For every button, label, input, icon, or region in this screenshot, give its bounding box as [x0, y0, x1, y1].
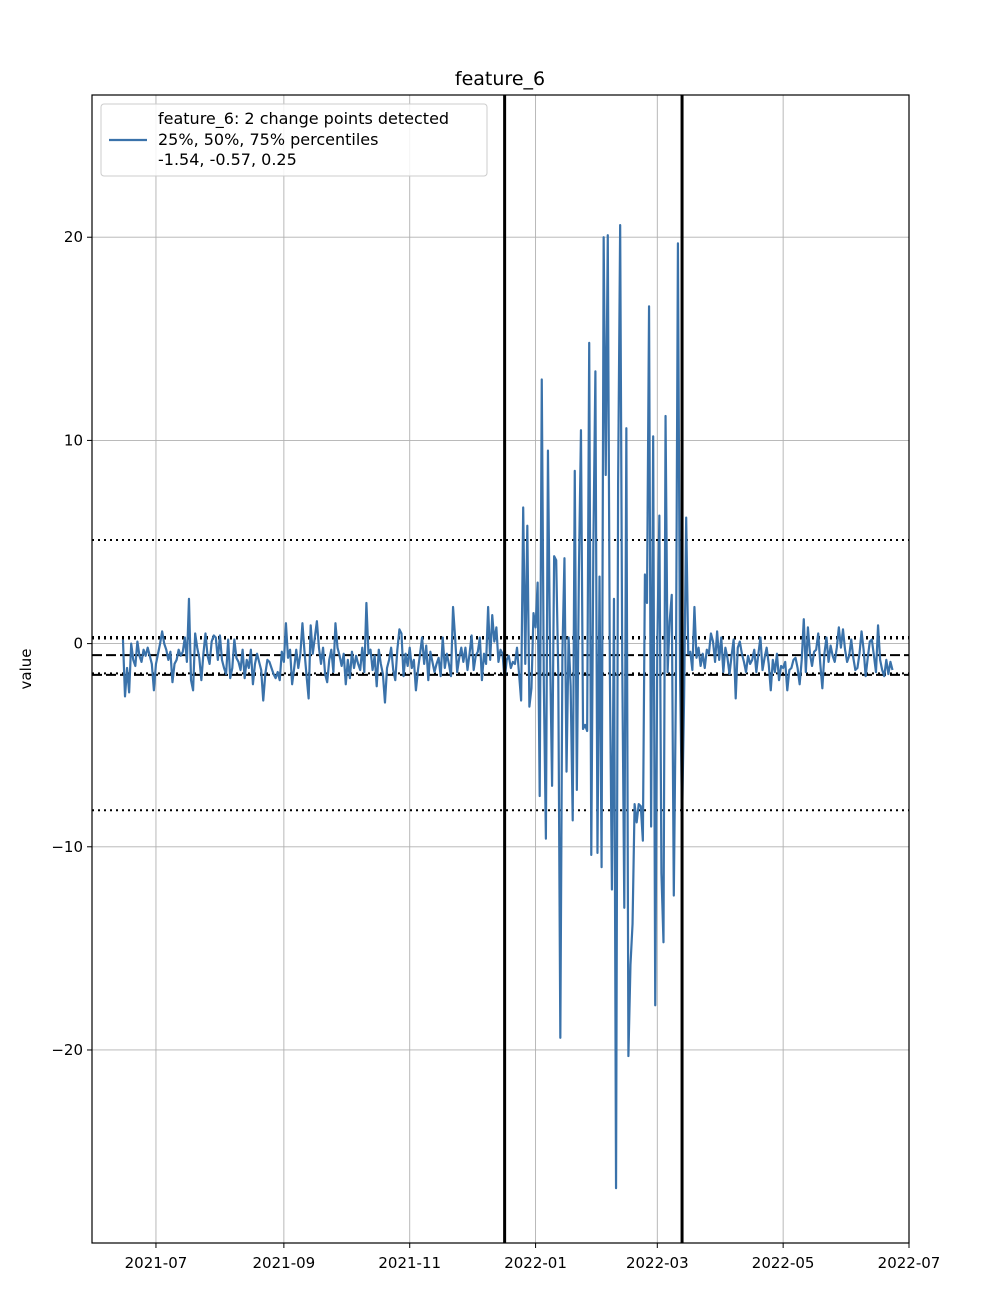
- change-point-lines: [503, 95, 684, 1243]
- x-tick-label: 2021-07: [125, 1254, 188, 1272]
- series-group: [121, 223, 894, 1190]
- legend-box: [100, 103, 488, 177]
- x-tick-label: 2022-05: [752, 1254, 815, 1272]
- axis-ticks: 2021-07 2021-09 2021-11 2022-01 2022-03 2022-…: [51, 228, 940, 1272]
- y-tick-label: 0: [73, 635, 83, 653]
- series-line: [121, 223, 894, 1190]
- y-tick-label: 10: [64, 431, 83, 449]
- x-tick-label: 2022-01: [504, 1254, 567, 1272]
- y-tick-label: 20: [64, 228, 83, 246]
- plot-frame: [91, 94, 910, 1244]
- x-tick-label: 2022-03: [626, 1254, 689, 1272]
- legend-line-2: 25%, 50%, 75% percentiles: [158, 130, 378, 149]
- x-tick-label: 2021-11: [378, 1254, 441, 1272]
- legend-line-1: feature_6: 2 change points detected: [158, 109, 449, 129]
- legend-line-3: -1.54, -0.57, 0.25: [158, 150, 297, 169]
- y-tick-label: −10: [51, 838, 83, 856]
- y-tick-label: −20: [51, 1041, 83, 1059]
- y-axis-label: value: [17, 649, 35, 690]
- chart-title: feature_6: [455, 68, 545, 90]
- x-tick-label: 2021-09: [253, 1254, 316, 1272]
- legend: feature_6: 2 change points detected 25%,…: [100, 103, 488, 177]
- x-tick-label: 2022-07: [878, 1254, 941, 1272]
